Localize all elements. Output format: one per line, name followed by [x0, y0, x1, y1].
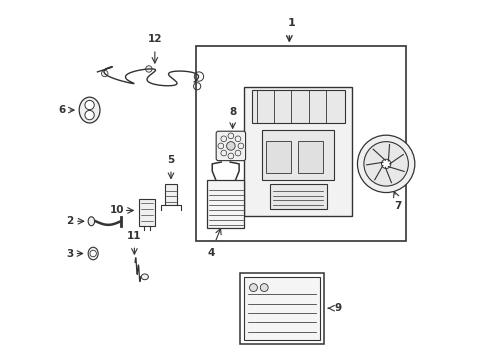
Circle shape	[260, 284, 267, 292]
Circle shape	[221, 136, 226, 142]
Text: 11: 11	[127, 231, 142, 241]
Text: 8: 8	[228, 107, 236, 117]
Circle shape	[238, 143, 244, 149]
Circle shape	[363, 141, 407, 186]
Text: 10: 10	[110, 206, 124, 216]
Text: 7: 7	[393, 201, 401, 211]
Bar	[298, 140, 323, 173]
Ellipse shape	[79, 97, 100, 123]
Bar	[262, 130, 333, 180]
Bar	[164, 184, 177, 205]
Circle shape	[85, 100, 94, 110]
Bar	[240, 273, 324, 344]
Circle shape	[227, 133, 233, 139]
Circle shape	[381, 159, 390, 168]
Bar	[139, 199, 155, 226]
Text: 6: 6	[58, 105, 65, 115]
Circle shape	[235, 150, 241, 156]
Circle shape	[235, 136, 241, 142]
Text: 5: 5	[167, 154, 174, 165]
Circle shape	[226, 141, 235, 150]
Circle shape	[249, 284, 257, 292]
Bar	[244, 277, 319, 339]
Bar	[206, 180, 244, 228]
Circle shape	[221, 150, 226, 156]
Bar	[244, 87, 351, 216]
Circle shape	[227, 153, 233, 159]
Circle shape	[218, 143, 223, 149]
Text: 12: 12	[147, 35, 162, 44]
Bar	[265, 140, 290, 173]
Bar	[251, 90, 344, 123]
Ellipse shape	[88, 247, 98, 260]
Circle shape	[90, 250, 96, 257]
FancyBboxPatch shape	[216, 131, 245, 161]
Bar	[269, 184, 326, 209]
Circle shape	[357, 135, 414, 193]
Ellipse shape	[88, 217, 94, 226]
Text: 9: 9	[334, 303, 341, 313]
Circle shape	[85, 111, 94, 120]
Bar	[196, 45, 405, 241]
Text: 1: 1	[286, 18, 294, 28]
Ellipse shape	[141, 274, 148, 280]
Text: 2: 2	[66, 216, 73, 226]
Circle shape	[145, 66, 152, 72]
Text: 3: 3	[66, 248, 73, 258]
Circle shape	[102, 70, 108, 77]
Text: 4: 4	[207, 248, 215, 258]
